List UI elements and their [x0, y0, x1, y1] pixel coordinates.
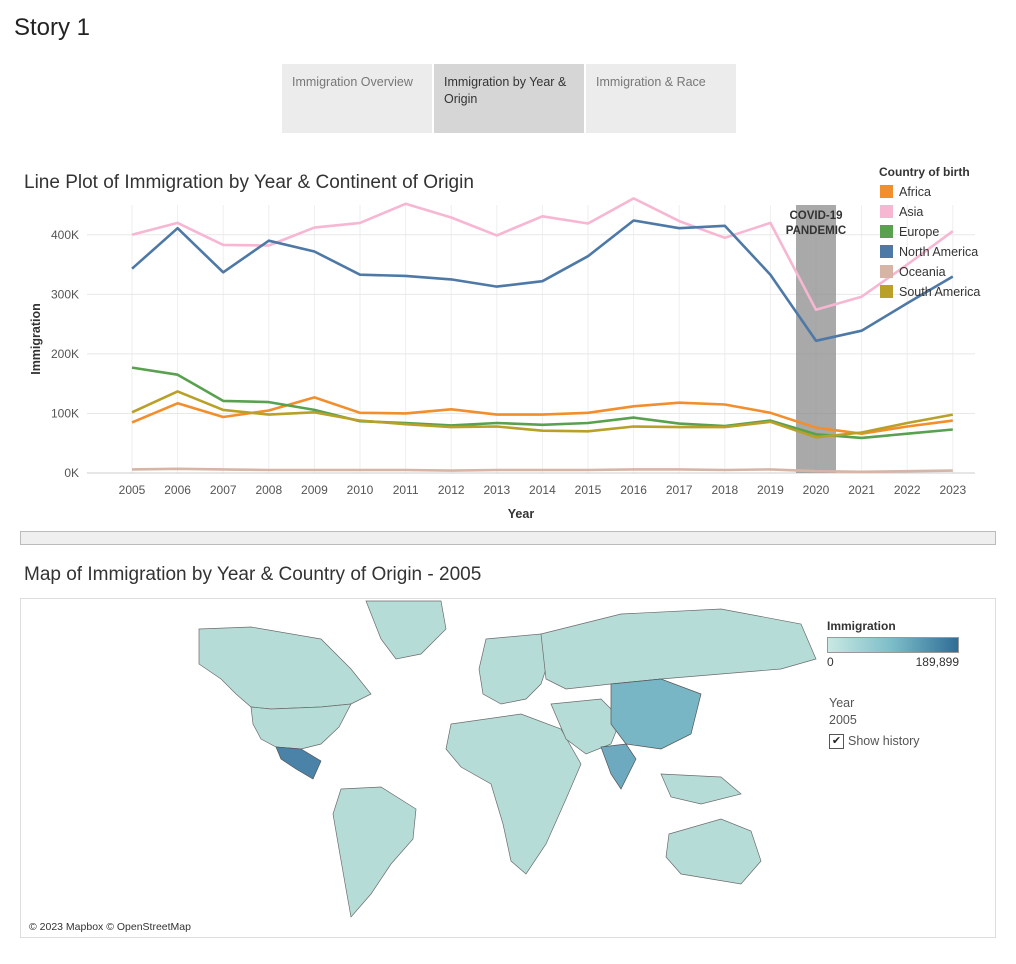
year-value: 2005: [829, 713, 857, 727]
x-tick-label: 2023: [939, 483, 966, 497]
legend-label-europe: Europe: [899, 225, 939, 239]
legend-swatch-africa: [880, 185, 893, 198]
x-tick-label: 2006: [164, 483, 191, 497]
x-tick-label: 2011: [393, 483, 419, 497]
x-tick-label: 2009: [301, 483, 328, 497]
year-control: Year 2005 ✔ Show history: [829, 695, 920, 750]
covid-annotation-line2: PANDEMIC: [786, 225, 846, 237]
show-history-toggle[interactable]: ✔ Show history: [829, 733, 920, 750]
series-line-asia: [131, 197, 954, 312]
legend-label-africa: Africa: [899, 185, 931, 199]
map-region-north-america: [198, 626, 372, 710]
legend-label-asia: Asia: [899, 205, 923, 219]
map-legend-min: 0: [827, 655, 834, 669]
x-tick-label: 2015: [575, 483, 602, 497]
map-region-china: [610, 678, 702, 750]
x-tick-label: 2014: [529, 483, 556, 497]
series-line-oceania: [131, 467, 953, 474]
legend-title: Country of birth: [879, 165, 970, 179]
map-region-europe: [478, 633, 552, 705]
x-tick-label: 2022: [894, 483, 921, 497]
y-axis-title: Immigration: [29, 303, 43, 375]
story-title: Story 1: [14, 14, 91, 41]
horizontal-scrollbar[interactable]: [20, 531, 996, 545]
map-region-middle-east: [550, 698, 622, 755]
x-tick-label: 2021: [848, 483, 875, 497]
map-canvas[interactable]: [21, 599, 996, 938]
tab-immigration-by-year-origin[interactable]: Immigration by Year & Origin: [434, 64, 584, 133]
x-tick-label: 2013: [483, 483, 510, 497]
x-tick-label: 2019: [757, 483, 784, 497]
y-tick-label: 0K: [64, 466, 79, 480]
x-tick-label: 2010: [347, 483, 374, 497]
series-line-africa: [131, 396, 953, 436]
x-tick-label: 2018: [711, 483, 738, 497]
map-region-greenland: [365, 600, 447, 660]
map-legend-gradient: [827, 637, 959, 653]
map-region-russia: [540, 608, 817, 690]
legend-swatch-europe: [880, 225, 893, 238]
legend-label-south-america: South America: [899, 285, 980, 299]
legend-label-north-america: North America: [899, 245, 978, 259]
map-region-australia: [665, 818, 762, 885]
map-title: Map of Immigration by Year & Country of …: [24, 564, 482, 585]
tab-immigration-race[interactable]: Immigration & Race: [586, 64, 736, 133]
show-history-label: Show history: [848, 734, 920, 748]
story-tabs: Immigration Overview Immigration by Year…: [282, 64, 736, 133]
line-chart-title: Line Plot of Immigration by Year & Conti…: [24, 172, 474, 193]
x-tick-label: 2008: [255, 483, 282, 497]
map-legend-max: 189,899: [915, 655, 959, 669]
y-tick-label: 200K: [51, 347, 79, 361]
map-region-mexico: [275, 746, 322, 780]
map-region-india: [600, 743, 637, 790]
legend-swatch-oceania: [880, 265, 893, 278]
legend-swatch-asia: [880, 205, 893, 218]
covid-annotation-line1: COVID-19: [789, 210, 842, 222]
tab-immigration-overview[interactable]: Immigration Overview: [282, 64, 432, 133]
show-history-checkbox[interactable]: ✔: [829, 734, 844, 749]
series-line-europe: [131, 366, 953, 440]
map-attribution: © 2023 Mapbox © OpenStreetMap: [29, 921, 191, 933]
x-tick-label: 2007: [210, 483, 237, 497]
year-label: Year: [829, 696, 855, 710]
series-line-south-america: [131, 390, 954, 439]
x-axis-title: Year: [508, 507, 535, 521]
x-tick-label: 2005: [119, 483, 146, 497]
legend-label-oceania: Oceania: [899, 265, 946, 279]
y-tick-label: 300K: [51, 287, 79, 301]
line-chart: 0K 100K 200K 300K 400K COVID-19 PANDEMIC 2005 20…: [29, 165, 980, 521]
y-tick-label: 100K: [51, 406, 79, 420]
legend-swatch-south-america: [880, 285, 893, 298]
map-color-legend: Immigration 0 189,899: [827, 619, 977, 669]
map-region-se-asia: [660, 773, 742, 805]
x-tick-label: 2020: [803, 483, 830, 497]
y-tick-label: 400K: [51, 228, 79, 242]
map-region-south-america: [332, 786, 417, 918]
x-tick-label: 2017: [666, 483, 693, 497]
world-map[interactable]: © 2023 Mapbox © OpenStreetMap Immigratio…: [20, 598, 996, 938]
legend-swatch-north-america: [880, 245, 893, 258]
map-region-usa: [250, 703, 352, 750]
map-region-africa: [445, 713, 582, 875]
map-legend-title: Immigration: [827, 619, 896, 633]
series-line-north-america: [131, 219, 954, 343]
x-tick-label: 2016: [620, 483, 647, 497]
x-tick-label: 2012: [438, 483, 465, 497]
